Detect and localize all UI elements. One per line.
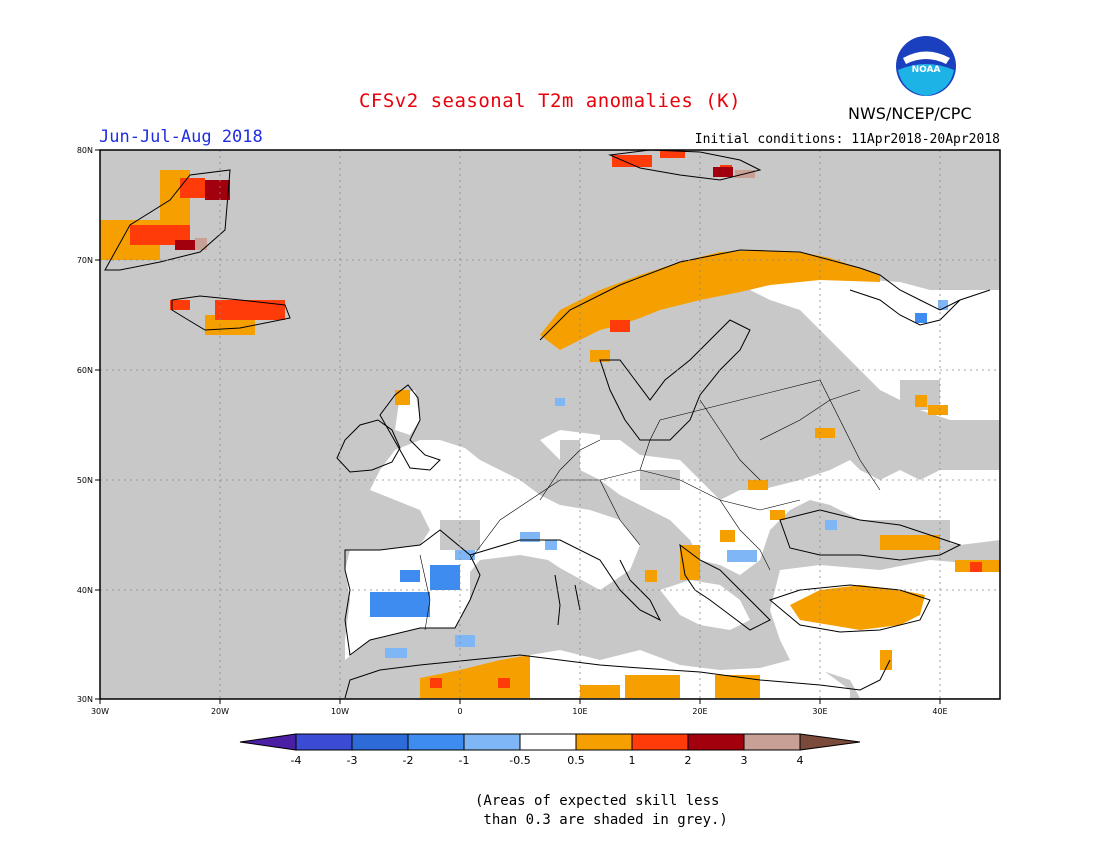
- grey-low-skill-patches: [440, 360, 950, 640]
- lat-label: 30N: [77, 695, 93, 704]
- lon-label: 20E: [692, 707, 707, 716]
- colorbar-label: 0.5: [567, 754, 585, 767]
- lat-label: 50N: [77, 476, 93, 485]
- map-frame: [99, 149, 1001, 700]
- colorbar: -4 -3 -2 -1 -0.5 0.5 1 2 3 4: [239, 733, 861, 767]
- lon-label: 20W: [211, 707, 229, 716]
- skill-note: (Areas of expected skill less than 0.3 a…: [475, 793, 728, 828]
- agency-label: NWS/NCEP/CPC: [848, 104, 972, 123]
- lon-label: 30W: [91, 707, 109, 716]
- colorbar-label: -1: [459, 754, 470, 767]
- colorbar-cell: [295, 733, 353, 751]
- colorbar-label: -3: [347, 754, 358, 767]
- colorbar-cell: [743, 733, 801, 751]
- lon-label: 10E: [572, 707, 587, 716]
- ticks: [95, 149, 941, 704]
- noaa-logo: NOAA: [896, 36, 956, 96]
- lon-label: 10W: [331, 707, 349, 716]
- logo-text: NOAA: [912, 65, 941, 75]
- colorbar-label: -4: [291, 754, 302, 767]
- map-title: CFSv2 seasonal T2m anomalies (K): [358, 90, 742, 112]
- lon-axis-labels: 30W 20W 10W 0 10E 20E 30E 40E: [91, 707, 948, 716]
- colorbar-label: -2: [403, 754, 414, 767]
- anomaly-blue: [370, 313, 927, 617]
- colorbar-cell: [407, 733, 465, 751]
- lat-label: 60N: [77, 366, 93, 375]
- colorbar-cell: [519, 733, 577, 751]
- colorbar-cell: [575, 733, 633, 751]
- lat-label: 70N: [77, 256, 93, 265]
- colorbar-label: -0.5: [509, 754, 530, 767]
- lat-label: 80N: [77, 146, 93, 155]
- lon-label: 30E: [812, 707, 827, 716]
- colorbar-label: 3: [741, 754, 748, 767]
- lon-label: 0: [457, 707, 462, 716]
- colorbar-cell: [631, 733, 689, 751]
- colorbar-label: 1: [629, 754, 636, 767]
- colorbar-low-arrow: [239, 733, 297, 751]
- colorbar-high-arrow: [799, 733, 861, 751]
- anomaly-darkred: [175, 167, 733, 250]
- colorbar-label: 4: [797, 754, 804, 767]
- season-label: Jun-Jul-Aug 2018: [99, 127, 263, 147]
- colorbar-cell: [687, 733, 745, 751]
- initial-conditions-label: Initial conditions: 11Apr2018-20Apr2018: [694, 132, 1000, 147]
- lat-label: 40N: [77, 586, 93, 595]
- colorbar-cell: [463, 733, 521, 751]
- graticule: [100, 150, 1000, 699]
- lat-axis-labels: 80N 70N 60N 50N 40N 30N: [77, 146, 93, 704]
- lon-label: 40E: [932, 707, 947, 716]
- colorbar-label: 2: [685, 754, 692, 767]
- colorbar-cell: [351, 733, 409, 751]
